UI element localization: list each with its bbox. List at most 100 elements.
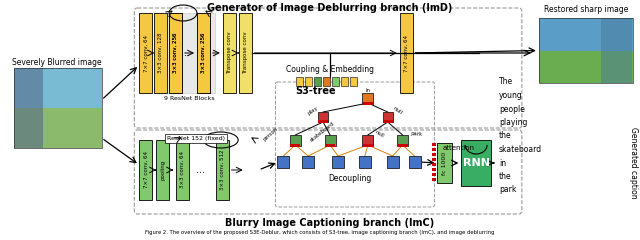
Bar [433,168,436,171]
Text: 3×3 conv, 512: 3×3 conv, 512 [220,150,225,190]
Text: park: park [410,131,423,137]
Bar [197,13,210,93]
Text: 3×3 conv, 256: 3×3 conv, 256 [201,33,206,73]
Bar [433,178,436,181]
Bar [397,134,408,145]
Text: 9 ResNet Blocks: 9 ResNet Blocks [164,96,214,101]
Text: 3×3 conv, 256: 3×3 conv, 256 [173,33,178,73]
Text: 3×3 conv, 128: 3×3 conv, 128 [158,33,163,73]
Text: Transpose conv: Transpose conv [227,32,232,74]
Bar [14,108,102,148]
Bar [318,120,328,123]
Bar [296,77,303,86]
Bar [539,18,633,50]
Bar [437,143,452,183]
Text: 3×3 conv, 256: 3×3 conv, 256 [173,33,178,73]
Bar [323,77,330,86]
Text: skateboard: skateboard [309,121,335,143]
Text: Transpose conv: Transpose conv [243,32,248,74]
Text: Severely Blurred image: Severely Blurred image [12,58,102,67]
Text: 7×7 conv, 64: 7×7 conv, 64 [404,35,408,72]
Bar [14,68,102,148]
Text: ResNet 152 (fixed): ResNet 152 (fixed) [167,136,225,141]
Text: ...: ... [196,165,205,175]
Text: person: person [262,126,279,142]
Text: ...: ... [180,48,189,58]
Bar [539,18,633,83]
Text: null: null [392,106,403,116]
Text: skateboard: skateboard [499,145,542,154]
Text: null: null [374,129,385,139]
Bar [433,148,436,151]
Text: in: in [499,158,506,168]
Bar [156,140,169,200]
Bar [359,156,371,168]
Bar [383,112,393,122]
Text: young: young [499,91,523,100]
Bar [387,156,399,168]
Bar [539,50,633,83]
Bar [291,144,300,147]
Text: play: play [307,106,319,116]
Bar [314,77,321,86]
Text: Coupling & Embedding: Coupling & Embedding [286,66,374,74]
Bar [169,13,182,93]
Bar [399,13,413,93]
Bar [408,156,420,168]
Bar [302,156,314,168]
Bar [305,77,312,86]
Text: playing: playing [499,118,527,127]
Bar [325,144,335,147]
Text: Generated caption: Generated caption [628,127,637,199]
Bar [140,13,152,93]
Text: pooling: pooling [160,160,165,180]
Text: 3×3 conv, 256: 3×3 conv, 256 [201,33,206,73]
Bar [397,144,408,147]
Text: Decoupling: Decoupling [328,174,372,183]
Bar [169,13,182,93]
Bar [362,134,373,145]
Bar [324,134,335,145]
Bar [350,77,357,86]
Text: people: people [499,104,525,114]
Text: fc 1000: fc 1000 [442,151,447,174]
Text: 7×7 conv, 64: 7×7 conv, 64 [143,35,148,72]
Bar [223,13,236,93]
Bar [433,158,436,161]
Bar [363,102,373,105]
Text: attention: attention [442,145,474,151]
Bar [216,140,228,200]
Bar [433,143,436,146]
Text: Figure 2. The overview of the proposed S3E-Deblur, which consists of S3-tree, im: Figure 2. The overview of the proposed S… [145,230,495,235]
Bar [140,140,152,200]
Text: S3-tree: S3-tree [295,86,336,96]
Bar [433,163,436,166]
Bar [290,134,301,145]
Bar [433,173,436,176]
Text: Restored sharp image: Restored sharp image [544,5,628,14]
Bar [197,13,210,93]
Text: Generator of Image Deblurring branch (ImD): Generator of Image Deblurring branch (Im… [207,3,452,13]
Bar [602,18,632,83]
Text: park: park [499,186,516,194]
Text: RNN: RNN [463,158,490,168]
Text: Blurry Image Captioning branch (ImC): Blurry Image Captioning branch (ImC) [225,218,435,228]
Text: the: the [499,132,511,140]
Bar [433,153,436,156]
Bar [176,140,189,200]
Bar [383,120,393,123]
Text: the: the [499,172,511,181]
Bar [239,13,252,93]
Bar [277,156,289,168]
Text: The: The [499,78,513,86]
Bar [154,13,167,93]
Text: in: in [365,88,371,92]
Bar [332,77,339,86]
Bar [461,140,491,186]
Bar [166,13,215,93]
Bar [14,68,44,148]
Bar [318,112,328,122]
Text: 3×3 conv, 64: 3×3 conv, 64 [180,151,185,188]
Bar [362,92,373,103]
Bar [363,144,373,147]
